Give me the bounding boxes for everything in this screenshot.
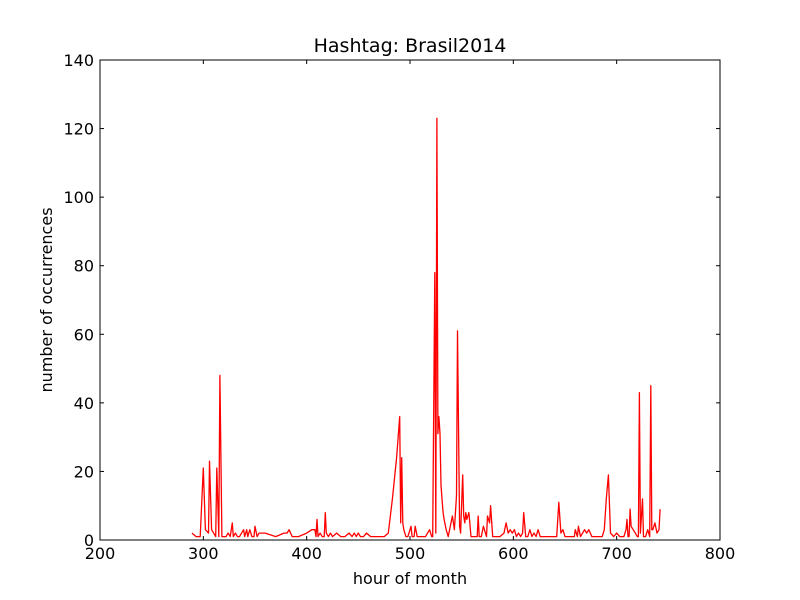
x-tick-label: 300 — [188, 544, 219, 563]
x-tick-label: 600 — [498, 544, 529, 563]
y-tick-label: 120 — [63, 120, 94, 139]
y-tick-label: 100 — [63, 188, 94, 207]
y-tick-label: 60 — [74, 325, 94, 344]
y-tick-label: 20 — [74, 462, 94, 481]
y-tick-label: 80 — [74, 257, 94, 276]
x-tick-label: 200 — [85, 544, 116, 563]
plot-area — [100, 60, 720, 540]
series-line-0 — [191, 117, 661, 538]
x-tick-label: 500 — [395, 544, 426, 563]
x-axis: 200 300 400 500 600 700 800 — [85, 60, 736, 563]
series-group — [191, 117, 661, 538]
x-tick-label: 400 — [291, 544, 322, 563]
x-axis-label: hour of month — [353, 569, 467, 588]
chart-title: Hashtag: Brasil2014 — [314, 35, 507, 57]
y-tick-label: 40 — [74, 394, 94, 413]
y-axis-label: number of occurrences — [37, 207, 56, 392]
y-tick-label: 0 — [84, 531, 94, 550]
y-axis: 0 20 40 60 80 100 120 140 — [63, 51, 720, 550]
x-tick-label: 700 — [601, 544, 632, 563]
plot-background — [100, 60, 720, 540]
y-tick-label: 140 — [63, 51, 94, 70]
x-tick-label: 800 — [705, 544, 736, 563]
